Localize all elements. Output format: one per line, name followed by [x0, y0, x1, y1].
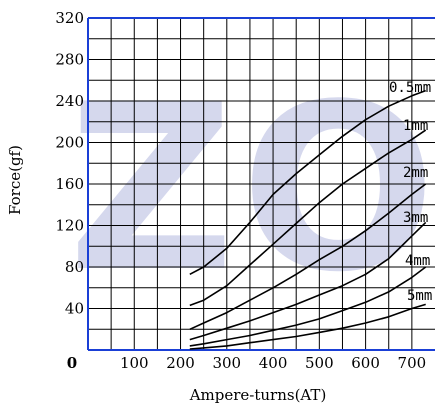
y-tick-label: 280 [55, 51, 84, 69]
tick-labels: 0 100 200 300 400 500 600 700 40 80 120 160 200 240 28… [55, 9, 426, 372]
y-axis-label: Force(gf) [6, 145, 24, 215]
x-tick-label: 200 [166, 354, 195, 372]
x-tick-label: 0 [67, 354, 77, 372]
x-tick-label: 500 [305, 354, 334, 372]
x-tick-label: 400 [259, 354, 288, 372]
series-label-5mm: 5mm [407, 288, 432, 304]
series-line-4mm [189, 266, 427, 347]
watermark-text: ZO [68, 56, 435, 323]
series-label-3mm: 3mm [403, 210, 428, 226]
y-tick-label: 320 [55, 9, 84, 27]
series-label-1mm: 1mm [403, 118, 428, 134]
series-label-4mm: 4mm [405, 253, 430, 269]
series-lines [189, 89, 427, 350]
y-tick-label: 200 [55, 134, 84, 152]
series-label-2mm: 2mm [403, 165, 428, 181]
y-tick-label: 240 [55, 92, 84, 110]
series-line-2mm [189, 183, 427, 331]
x-axis-label: Ampere-turns(AT) [189, 386, 327, 404]
y-tick-label: 120 [55, 217, 84, 235]
x-tick-label: 100 [120, 354, 149, 372]
x-tick-label: 300 [212, 354, 241, 372]
grid [87, 17, 435, 351]
y-tick-label: 40 [65, 300, 84, 318]
x-tick-label: 700 [398, 354, 427, 372]
series-line-5mm [189, 303, 426, 350]
series-label-0.5mm: 0.5mm [389, 80, 431, 96]
x-tick-label: 600 [351, 354, 380, 372]
series-line-3mm [189, 221, 427, 341]
y-tick-label: 80 [65, 258, 84, 276]
y-tick-label: 160 [55, 175, 84, 193]
series-labels: 0.5mm 1mm 2mm 3mm 4mm 5mm [389, 80, 432, 304]
series-line-1mm [189, 129, 427, 307]
series-line-0.5mm [189, 89, 426, 276]
